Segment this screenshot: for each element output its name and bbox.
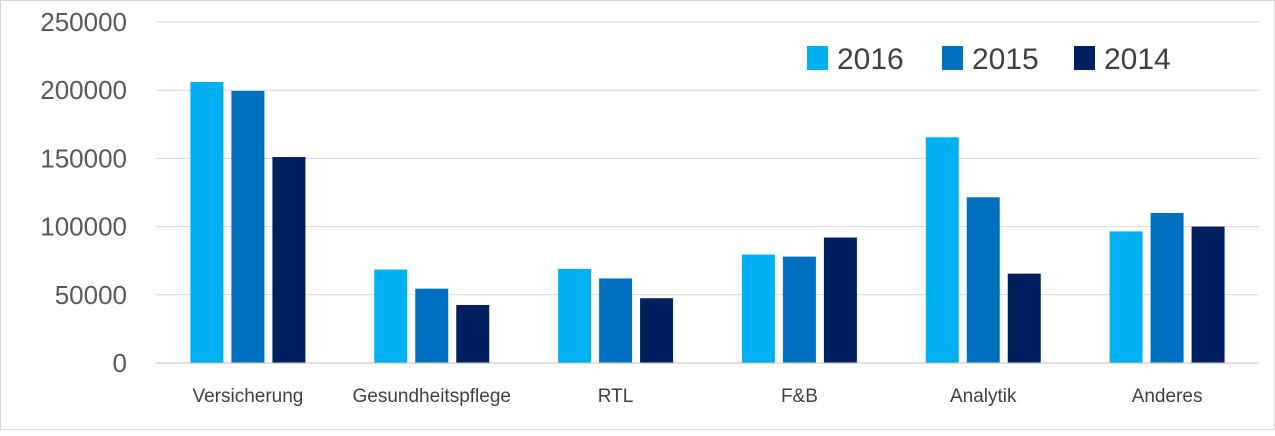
x-tick-label: Versicherung [192,386,303,407]
bar-2015-0 [231,90,265,363]
bar-2016-0 [190,82,224,364]
y-tick-label: 250000 [40,7,127,37]
legend-label-2015: 2015 [972,43,1039,76]
bar-2016-5 [1109,231,1143,363]
bar-2016-3 [741,254,775,363]
bar-2016-4 [925,137,959,363]
y-tick-label: 150000 [40,143,127,173]
bar-2016-2 [558,268,592,363]
bar-2014-2 [640,298,674,363]
legend-swatch-2014 [1074,46,1095,70]
legend: 2016 2015 2014 [807,43,1171,76]
bar-2015-4 [966,197,1000,363]
bar-2015-1 [415,288,449,363]
bar-2014-5 [1191,226,1225,363]
bar-2015-3 [782,256,816,363]
legend-swatch-2015 [942,46,963,70]
legend-label-2014: 2014 [1104,43,1171,76]
bar-2015-5 [1150,212,1184,363]
legend-label-2016: 2016 [837,43,904,76]
bar-2014-4 [1007,273,1041,363]
x-tick-label: F&B [781,386,818,407]
bar-2014-1 [456,305,490,363]
x-tick-label: Anderes [1132,386,1203,407]
bar-2015-2 [599,278,633,363]
x-tick-label: Analytik [950,386,1017,407]
axis-layer: 0 50000 100000 150000 200000 250000 Versicheru… [40,7,1259,407]
y-tick-label: 50000 [55,280,127,310]
x-tick-label: Gesundheitspflege [353,386,511,407]
y-tick-label: 0 [113,348,127,378]
grid-layer [156,21,1259,296]
bar-2016-1 [374,269,408,363]
bars-layer [190,82,1225,364]
bar-2014-3 [823,237,857,363]
bar-2014-0 [272,157,306,363]
legend-swatch-2016 [807,46,828,70]
y-tick-label: 100000 [40,212,127,242]
x-tick-label: RTL [598,386,634,407]
y-tick-label: 200000 [40,75,127,105]
